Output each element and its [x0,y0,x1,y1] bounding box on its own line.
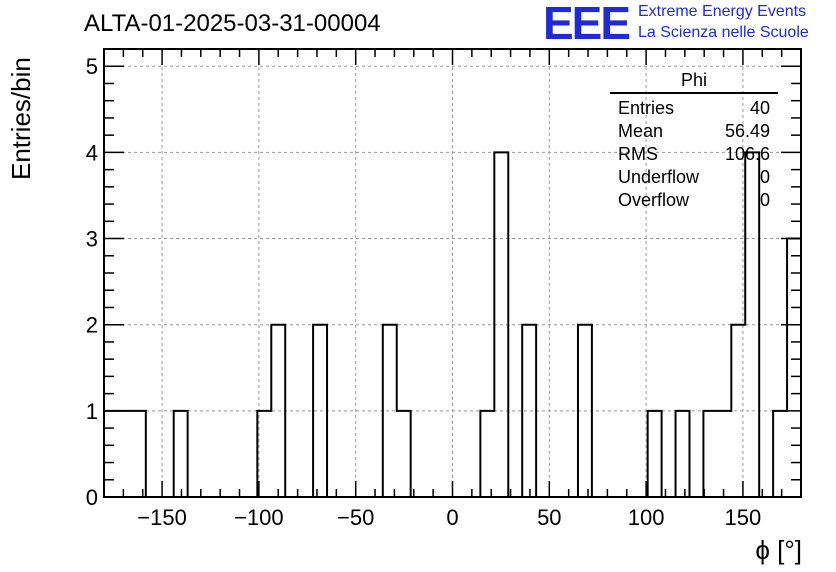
y-tick-label: 4 [86,140,98,165]
histogram-bin [717,411,731,497]
y-axis-label: Entries/bin [6,57,36,180]
stats-value: 40 [749,98,770,118]
histogram-bin [118,411,132,497]
stats-title: Phi [610,70,778,94]
histogram-bin [174,411,188,497]
stats-label: Underflow [618,167,700,187]
stats-row-rms: RMS 106.6 [610,143,778,166]
stats-row-entries: Entries 40 [610,97,778,120]
histogram-bin [703,411,717,497]
histogram-bin [104,411,118,497]
stats-value: 106.6 [724,144,770,164]
stats-label: Mean [618,121,664,141]
stats-row-mean: Mean 56.49 [610,120,778,143]
y-tick-label: 1 [86,399,98,424]
logo-line-1: Extreme Energy Events [638,3,807,20]
x-tick-label: 100 [628,505,665,530]
eee-logo: EEE [543,0,631,49]
x-tick-label: 150 [725,505,762,530]
histogram-bin [676,411,690,497]
x-tick-label: 0 [446,505,458,530]
x-tick-label: 50 [537,505,561,530]
stats-label: Overflow [618,190,690,210]
histogram-bin [132,411,146,497]
chart-title: ALTA-01-2025-03-31-00004 [84,10,381,37]
stats-value: 0 [759,167,770,187]
y-tick-label: 5 [86,54,98,79]
y-tick-label: 0 [86,485,98,510]
stats-row-overflow: Overflow 0 [610,189,778,212]
stats-row-underflow: Underflow 0 [610,166,778,189]
x-tick-label: −100 [234,505,284,530]
histogram-bin [648,411,662,497]
stats-value: 0 [759,190,770,210]
stats-box: Phi Entries 40 Mean 56.49 RMS 106.6 Unde… [610,70,778,212]
histogram-bin [773,411,787,497]
x-tick-label: −150 [137,505,187,530]
y-tick-label: 3 [86,227,98,252]
y-tick-label: 2 [86,313,98,338]
stats-label: RMS [618,144,658,164]
stats-value: 56.49 [724,121,770,141]
histogram-bin [480,411,494,497]
x-tick-label: −50 [337,505,374,530]
stats-label: Entries [618,98,675,118]
histogram-bin [787,239,801,497]
x-axis-label: ϕ [°] [755,535,802,565]
histogram-bin [397,411,411,497]
logo-line-2: La Scienza nelle Scuole [638,24,809,41]
